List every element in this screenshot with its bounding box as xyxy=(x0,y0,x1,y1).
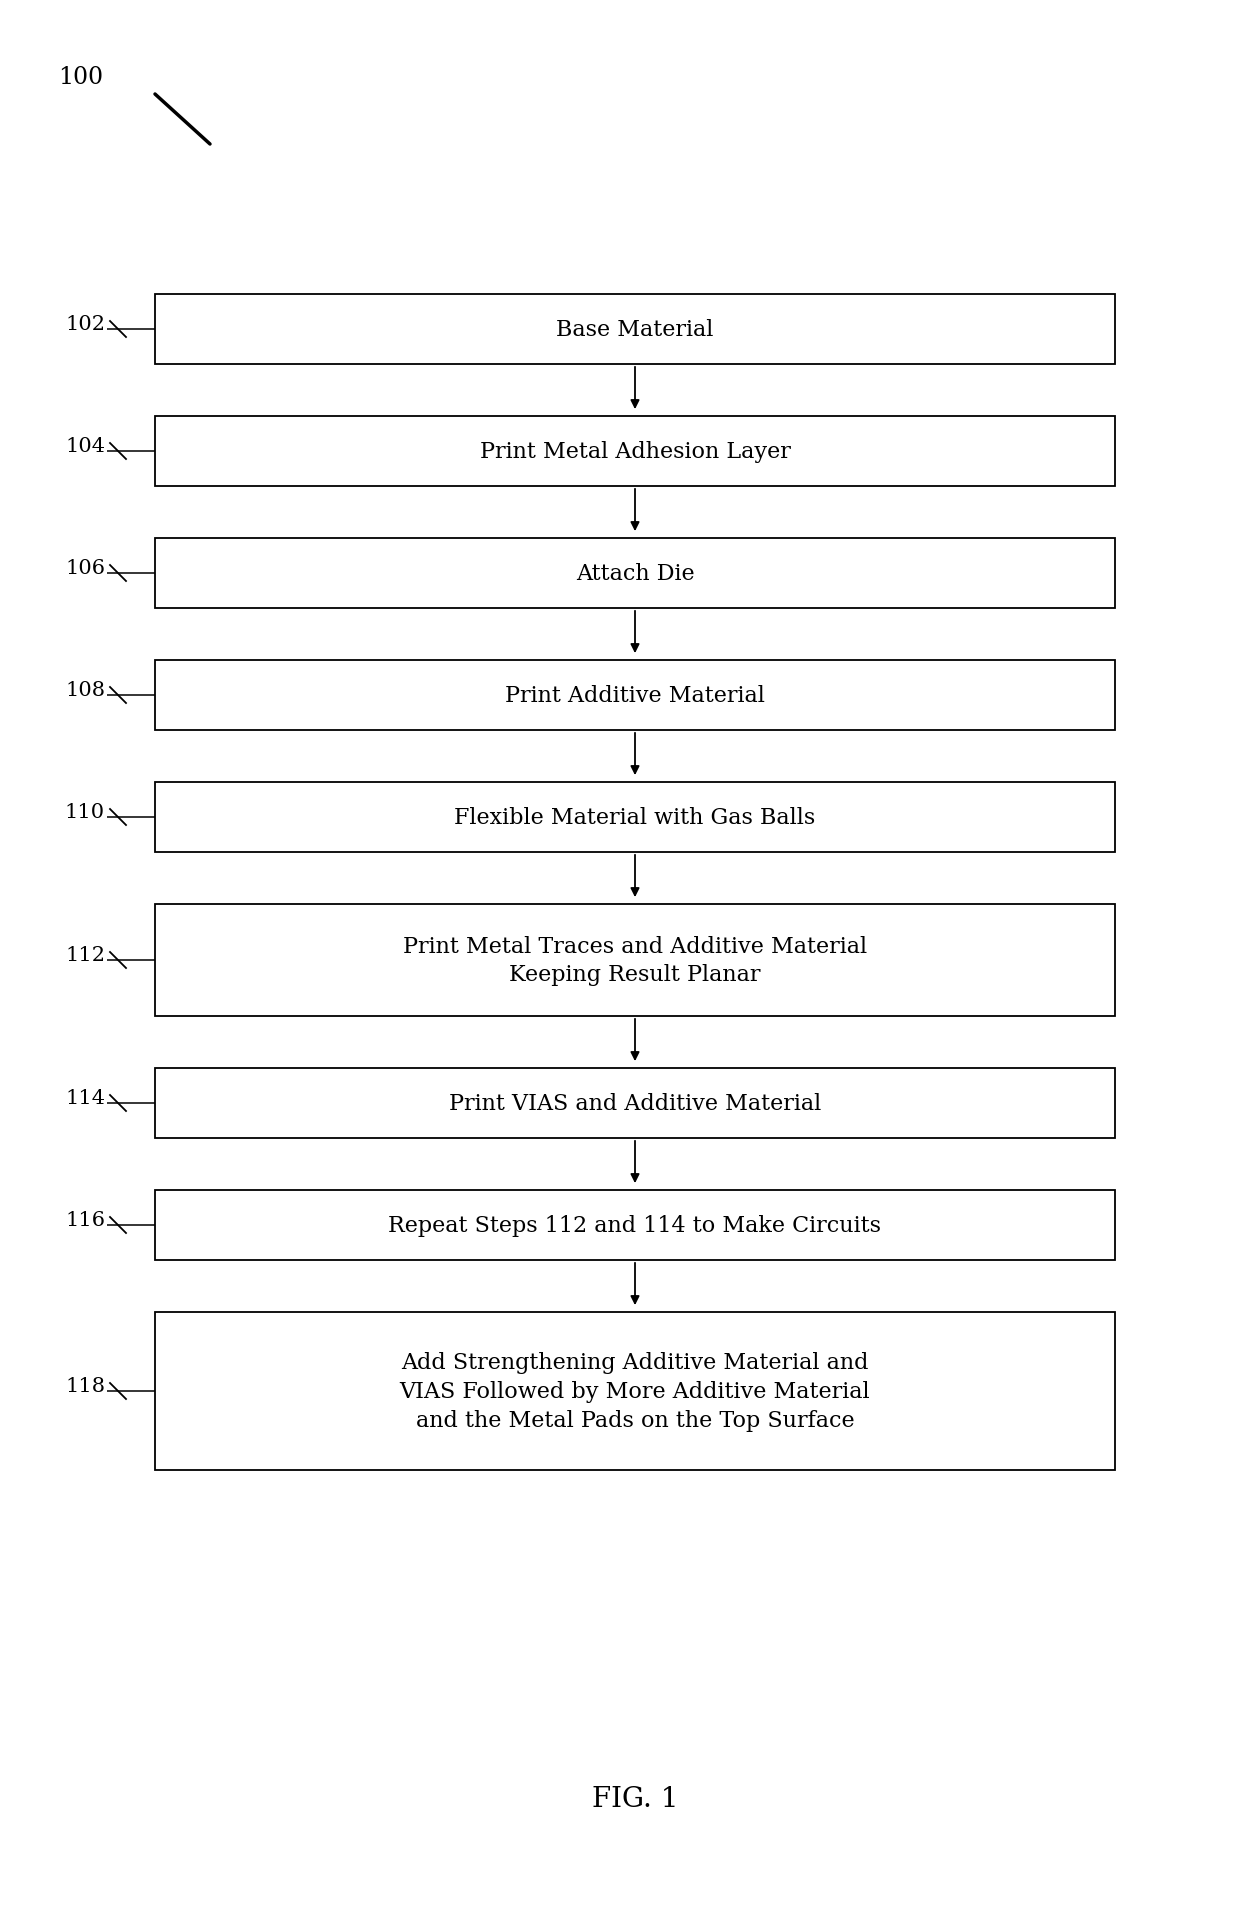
Text: 110: 110 xyxy=(64,804,105,821)
Text: Print Additive Material: Print Additive Material xyxy=(505,685,765,706)
Bar xyxy=(155,1069,1115,1138)
Text: Attach Die: Attach Die xyxy=(575,563,694,585)
Text: Repeat Steps 112 and 114 to Make Circuits: Repeat Steps 112 and 114 to Make Circuit… xyxy=(388,1213,882,1236)
Text: 118: 118 xyxy=(64,1377,105,1396)
Text: 106: 106 xyxy=(64,560,105,579)
Bar xyxy=(155,904,1115,1017)
Bar xyxy=(155,294,1115,365)
Bar xyxy=(155,417,1115,487)
Text: 102: 102 xyxy=(64,315,105,335)
Text: 112: 112 xyxy=(64,946,105,965)
Text: Print VIAS and Additive Material: Print VIAS and Additive Material xyxy=(449,1092,821,1115)
Text: 116: 116 xyxy=(64,1211,105,1231)
Text: Print Metal Traces and Additive Material
Keeping Result Planar: Print Metal Traces and Additive Material… xyxy=(403,935,867,986)
Text: FIG. 1: FIG. 1 xyxy=(591,1786,678,1813)
Text: Flexible Material with Gas Balls: Flexible Material with Gas Balls xyxy=(454,806,816,829)
Text: 100: 100 xyxy=(58,67,103,90)
Text: Print Metal Adhesion Layer: Print Metal Adhesion Layer xyxy=(480,440,790,463)
Text: 108: 108 xyxy=(64,681,105,700)
Text: 114: 114 xyxy=(64,1088,105,1108)
Text: Add Strengthening Additive Material and
VIAS Followed by More Additive Material
: Add Strengthening Additive Material and … xyxy=(399,1352,870,1431)
Text: Base Material: Base Material xyxy=(557,319,714,340)
Bar xyxy=(155,662,1115,731)
Bar xyxy=(155,1190,1115,1260)
Bar xyxy=(155,1311,1115,1471)
Bar xyxy=(155,538,1115,610)
Text: 104: 104 xyxy=(64,437,105,456)
Bar xyxy=(155,783,1115,852)
